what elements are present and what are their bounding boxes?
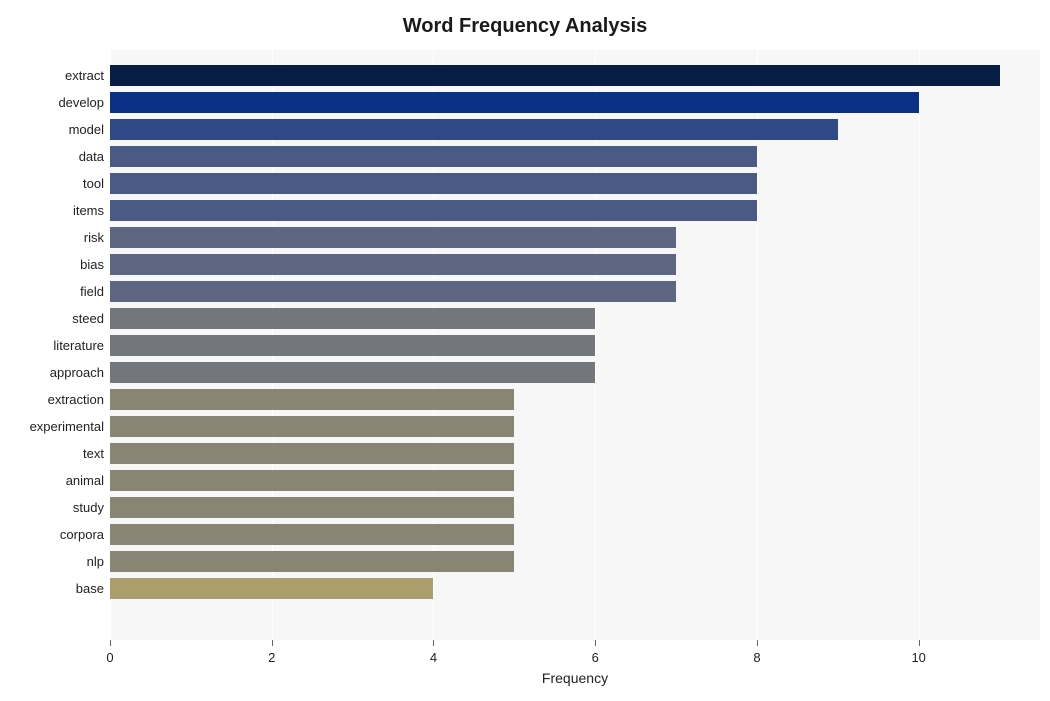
x-tick [272,640,273,646]
bar [110,551,514,572]
chart-container: Word Frequency Analysis Frequency 0 2 4 6 8 1… [0,0,1050,701]
x-axis-label: Frequency [110,670,1040,686]
x-tick-label: 4 [413,650,453,665]
x-tick [919,640,920,646]
bar [110,389,514,410]
x-tick [595,640,596,646]
y-tick-label: data [4,150,104,163]
y-tick-label: bias [4,258,104,271]
y-tick-label: base [4,582,104,595]
bar-row [110,443,1040,464]
x-tick [110,640,111,646]
bar-row [110,551,1040,572]
bar-row [110,416,1040,437]
x-tick [757,640,758,646]
bar [110,281,676,302]
chart-title: Word Frequency Analysis [0,15,1050,38]
bar [110,470,514,491]
bar [110,146,757,167]
bar-row [110,146,1040,167]
bar [110,308,595,329]
y-tick-label: develop [4,96,104,109]
bar [110,335,595,356]
y-tick-label: risk [4,231,104,244]
x-tick-label: 8 [737,650,777,665]
plot-area [110,50,1040,640]
bar-row [110,227,1040,248]
y-tick-label: literature [4,339,104,352]
bar-row [110,254,1040,275]
y-tick-label: extract [4,69,104,82]
bar [110,65,1000,86]
y-tick-label: extraction [4,393,104,406]
bar [110,524,514,545]
x-tick-label: 2 [252,650,292,665]
y-tick-label: animal [4,474,104,487]
bar-row [110,308,1040,329]
bar-row [110,362,1040,383]
bar-row [110,497,1040,518]
x-tick-label: 0 [90,650,130,665]
bar-row [110,173,1040,194]
y-tick-label: approach [4,366,104,379]
bar [110,416,514,437]
bar-row [110,578,1040,599]
bar-row [110,335,1040,356]
bar [110,173,757,194]
bar [110,578,433,599]
bar [110,227,676,248]
bar [110,443,514,464]
bar [110,254,676,275]
bar-row [110,389,1040,410]
bar [110,92,919,113]
y-tick-label: nlp [4,555,104,568]
y-tick-label: steed [4,312,104,325]
y-tick-label: text [4,447,104,460]
x-tick [433,640,434,646]
bar-row [110,92,1040,113]
y-tick-label: items [4,204,104,217]
bar [110,362,595,383]
y-tick-label: experimental [4,420,104,433]
x-tick-label: 10 [899,650,939,665]
y-tick-label: study [4,501,104,514]
bar-row [110,119,1040,140]
bar [110,497,514,518]
x-tick-label: 6 [575,650,615,665]
y-tick-label: field [4,285,104,298]
y-tick-label: tool [4,177,104,190]
bar-row [110,65,1040,86]
bar-row [110,200,1040,221]
y-tick-label: model [4,123,104,136]
bar-row [110,524,1040,545]
bar-row [110,281,1040,302]
bar [110,119,838,140]
y-tick-label: corpora [4,528,104,541]
bar-row [110,470,1040,491]
bar [110,200,757,221]
